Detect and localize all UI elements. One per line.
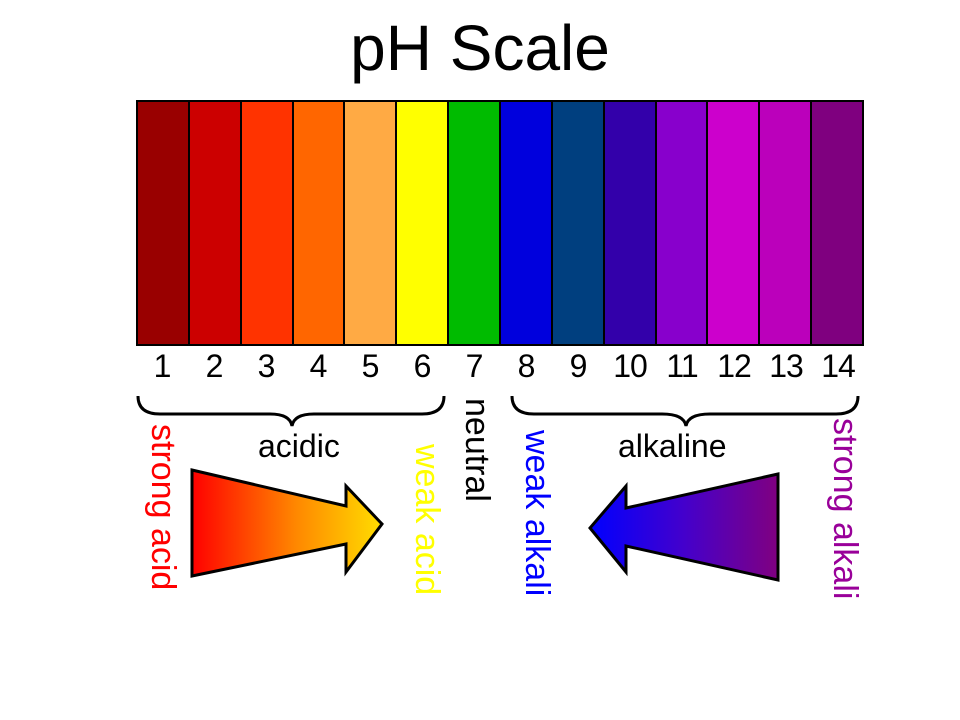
ph-color-scale <box>136 100 864 346</box>
ph-swatch-13 <box>760 102 813 344</box>
ph-swatch-12 <box>708 102 761 344</box>
alkaline-brace <box>510 395 860 427</box>
ph-swatch-5 <box>345 102 398 344</box>
strong-alkali-label: strong alkali <box>826 418 864 600</box>
ph-swatch-7 <box>449 102 502 344</box>
ph-swatch-9 <box>552 102 605 344</box>
ph-swatch-14 <box>812 102 863 344</box>
acidic-label: acidic <box>258 428 340 464</box>
ph-value-13: 13 <box>769 348 804 384</box>
ph-swatch-6 <box>397 102 450 344</box>
ph-value-8: 8 <box>517 348 536 384</box>
acid-strength-arrow <box>190 468 384 578</box>
alkali-strength-arrow <box>588 472 780 582</box>
ph-value-2: 2 <box>205 348 224 384</box>
strong-acid-label: strong acid <box>144 424 182 591</box>
alkaline-label: alkaline <box>618 428 727 464</box>
ph-value-6: 6 <box>413 348 432 384</box>
ph-number-row: 1 2 3 4 5 6 7 8 9 10 11 12 13 14 <box>136 346 864 386</box>
ph-value-5: 5 <box>361 348 380 384</box>
ph-swatch-4 <box>293 102 346 344</box>
ph-swatch-2 <box>189 102 242 344</box>
ph-value-11: 11 <box>666 348 698 384</box>
weak-alkali-label: weak alkali <box>518 430 556 597</box>
ph-value-1: 1 <box>153 348 172 384</box>
acidic-brace <box>136 395 446 427</box>
ph-swatch-11 <box>656 102 709 344</box>
ph-swatch-3 <box>241 102 294 344</box>
ph-value-14: 14 <box>821 348 856 384</box>
ph-swatch-10 <box>604 102 657 344</box>
weak-acid-label: weak acid <box>408 444 446 596</box>
ph-value-12: 12 <box>717 348 752 384</box>
ph-value-10: 10 <box>613 348 648 384</box>
page-title: pH Scale <box>350 12 610 84</box>
ph-swatch-8 <box>501 102 553 344</box>
neutral-label: neutral <box>458 398 496 502</box>
ph-swatch-1 <box>138 102 190 344</box>
ph-value-9: 9 <box>569 348 588 384</box>
ph-value-7: 7 <box>465 348 484 384</box>
ph-value-4: 4 <box>309 348 328 384</box>
ph-value-3: 3 <box>257 348 276 384</box>
